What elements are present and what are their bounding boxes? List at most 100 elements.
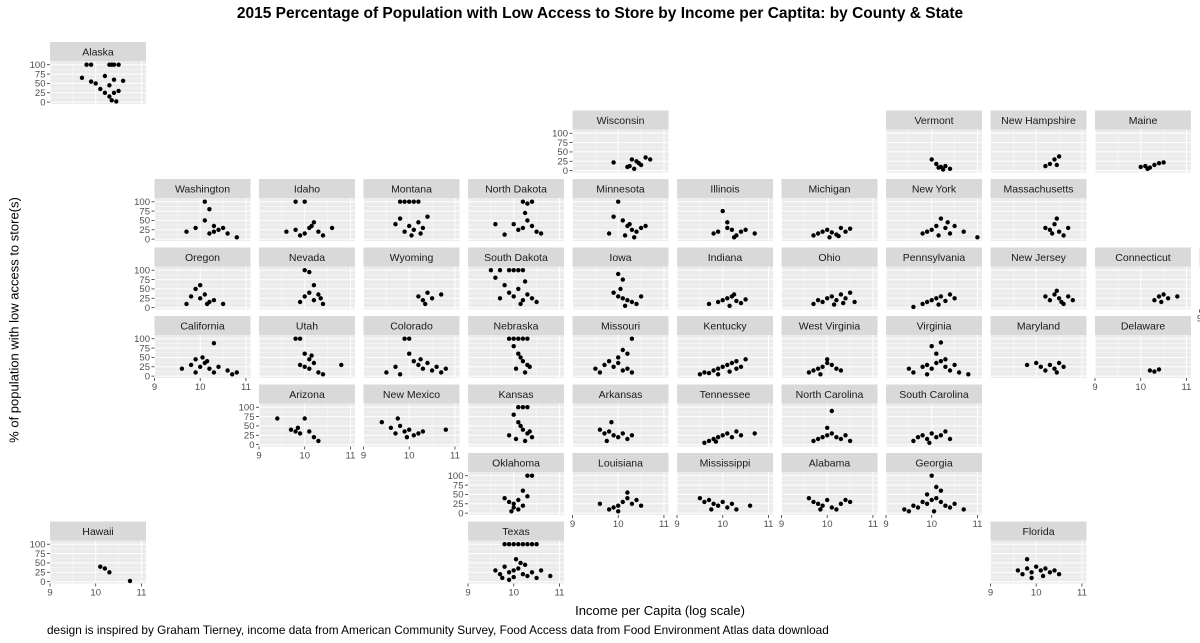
data-point [107, 570, 112, 575]
data-point [302, 364, 307, 369]
data-point [425, 290, 430, 295]
data-point [725, 431, 730, 436]
data-point [947, 368, 953, 373]
data-point [709, 507, 714, 512]
data-point [820, 299, 825, 305]
data-point [929, 366, 934, 371]
facet-title: Wyoming [390, 252, 434, 264]
data-point [506, 290, 512, 295]
data-point [825, 227, 830, 232]
x-tick-label: 10 [926, 519, 937, 530]
data-point [529, 296, 535, 301]
data-point [318, 296, 323, 301]
panel-background [781, 335, 878, 378]
panel-background [259, 198, 355, 241]
panel-background [677, 198, 773, 241]
data-point [102, 90, 108, 96]
panel-background [259, 266, 355, 310]
y-tick-label: 0 [145, 234, 150, 245]
data-point [497, 268, 503, 273]
data-point [520, 268, 526, 273]
data-point [225, 231, 230, 236]
data-point [825, 357, 830, 362]
data-point [924, 372, 930, 377]
data-point [929, 473, 934, 478]
data-point [943, 357, 948, 362]
facet-new-jersey: New Jersey [990, 247, 1087, 310]
data-point [293, 227, 298, 232]
data-point [1024, 362, 1030, 368]
data-point [522, 438, 528, 444]
y-tick-label: 100 [239, 403, 255, 414]
facet-strip [468, 247, 564, 267]
data-point [111, 77, 117, 82]
facet-title: Tennessee [700, 389, 751, 401]
facet-alabama: Alabama 9 10 11 [779, 453, 878, 530]
facet-strip [677, 179, 773, 198]
data-point [629, 501, 635, 506]
x-tick-label: 11 [241, 382, 251, 393]
panel-background [363, 335, 460, 378]
data-point [629, 336, 635, 341]
facet-strip [572, 384, 669, 404]
facet-strip [572, 316, 669, 335]
y-tick-label: 50 [35, 558, 46, 569]
data-point [520, 225, 526, 231]
data-point [1066, 294, 1071, 299]
facet-strip [50, 521, 146, 541]
data-point [114, 99, 119, 104]
data-point [924, 436, 930, 442]
data-point [518, 423, 523, 429]
data-point [811, 499, 816, 505]
data-point [1052, 366, 1057, 371]
data-point [522, 562, 528, 567]
data-point [929, 227, 934, 232]
data-point [952, 223, 957, 229]
facet-maryland: Maryland [990, 316, 1087, 378]
panel-background [50, 61, 146, 104]
facet-north-dakota: North Dakota [467, 179, 564, 241]
data-point [418, 231, 423, 236]
panel-background [1095, 266, 1191, 310]
data-point [1034, 564, 1039, 569]
data-point [1152, 298, 1157, 303]
data-point [439, 370, 444, 375]
data-point [929, 157, 934, 162]
panel-background [990, 335, 1087, 378]
data-point [204, 301, 210, 307]
facet-title: Mississippi [700, 458, 751, 470]
data-point [725, 225, 730, 231]
data-point [416, 199, 421, 204]
facet-strip [781, 179, 878, 198]
data-point [518, 560, 523, 566]
data-point [616, 271, 621, 277]
data-point [836, 233, 841, 239]
data-point [511, 294, 516, 299]
data-point [529, 199, 535, 204]
facet-title: Indiana [708, 252, 743, 264]
data-point [320, 372, 326, 377]
x-tick-label: 10 [299, 451, 310, 462]
data-point [116, 62, 121, 67]
data-point [1147, 368, 1153, 373]
data-point [943, 225, 948, 231]
y-tick-label: 25 [35, 568, 46, 579]
facet-kansas: Kansas [467, 384, 564, 447]
data-point [393, 222, 398, 227]
facet-title: South Carolina [899, 389, 969, 401]
data-point [211, 223, 217, 229]
data-point [302, 294, 307, 299]
data-point [1056, 154, 1062, 159]
facet-tennessee: Tennessee [676, 384, 773, 447]
data-point [947, 166, 953, 171]
data-point [815, 501, 821, 506]
data-point [525, 218, 530, 223]
data-point [502, 283, 507, 288]
data-point [379, 420, 384, 425]
data-point [927, 440, 932, 445]
facet-louisiana: Louisiana 9 10 11 [570, 453, 669, 530]
data-point [938, 433, 944, 438]
data-point [522, 370, 528, 375]
data-point [943, 429, 948, 434]
